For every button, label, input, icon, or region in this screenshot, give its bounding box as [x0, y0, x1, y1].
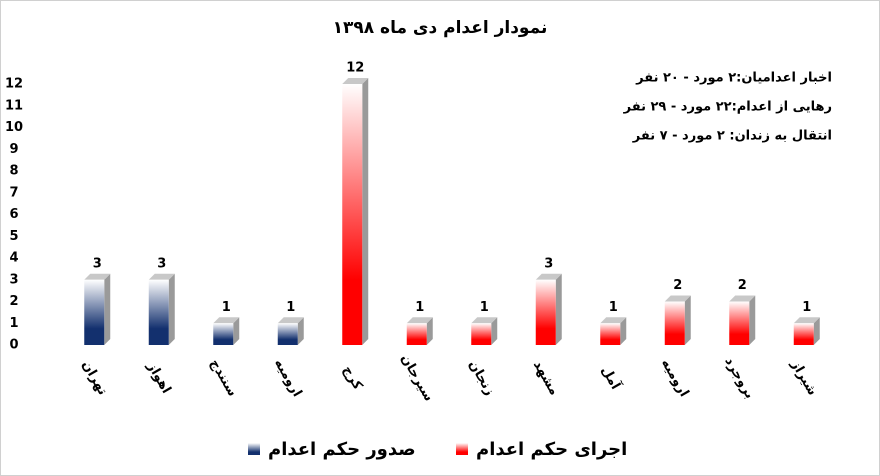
annotation: رهایی از اعدام:۲۲ مورد - ۲۹ نفر — [623, 100, 832, 115]
bar — [406, 323, 427, 345]
bar-side — [555, 273, 562, 345]
bar-top — [600, 317, 627, 324]
bar — [664, 301, 685, 345]
bar-side — [104, 273, 111, 345]
y-tick-label: 8 — [9, 164, 18, 179]
annotation: اخبار اعدامیان:۲ مورد - ۲۰ نفر — [635, 71, 832, 86]
bar-side — [233, 317, 240, 345]
y-tick-label: 4 — [9, 251, 18, 266]
y-tick-label: 2 — [9, 294, 18, 309]
bar-side — [491, 317, 498, 345]
bar-top — [535, 273, 562, 280]
bar — [84, 279, 105, 345]
bar-top — [793, 317, 820, 324]
y-tick-label: 5 — [9, 229, 18, 244]
y-tick-label: 3 — [9, 272, 18, 287]
bar — [277, 323, 298, 345]
data-label: 3 — [544, 256, 553, 271]
bar — [342, 84, 363, 345]
bar — [148, 279, 169, 345]
y-tick-label: 1 — [9, 316, 18, 331]
bar-side — [426, 317, 433, 345]
bar-side — [620, 317, 627, 345]
bar-top — [148, 273, 175, 280]
y-tick-label: 12 — [5, 77, 23, 92]
annotation: انتقال به زندان: ۲ مورد - ۷ نفر — [632, 129, 832, 144]
chart-title: نمودار اعدام دی ماه ۱۳۹۸ — [333, 18, 548, 38]
data-label: 1 — [415, 300, 424, 315]
y-tick-label: 7 — [9, 185, 18, 200]
y-tick-label: 0 — [9, 338, 18, 353]
legend-swatch — [248, 443, 260, 455]
bar-top — [84, 273, 111, 280]
data-label: 3 — [157, 256, 166, 271]
bar-side — [168, 273, 175, 345]
bar — [793, 323, 814, 345]
data-label: 2 — [673, 278, 682, 293]
data-label: 1 — [286, 300, 295, 315]
bar-side — [749, 295, 756, 345]
legend-swatch — [456, 443, 468, 455]
bar — [535, 279, 556, 345]
bar-top — [277, 317, 304, 324]
y-tick-label: 10 — [5, 120, 23, 135]
data-label: 1 — [222, 300, 231, 315]
data-label: 1 — [609, 300, 618, 315]
bar — [600, 323, 621, 345]
bar-side — [297, 317, 304, 345]
bar — [471, 323, 492, 345]
y-tick-label: 6 — [9, 207, 18, 222]
data-label: 12 — [346, 61, 364, 76]
bar-top — [342, 78, 369, 84]
legend-label: صدور حکم اعدام — [268, 439, 416, 460]
data-label: 3 — [93, 256, 102, 271]
bar-top — [729, 295, 756, 302]
y-tick-label: 11 — [5, 98, 23, 113]
bar — [729, 301, 750, 345]
bar-side — [362, 78, 369, 345]
y-tick-label: 9 — [9, 142, 18, 157]
bar — [213, 323, 234, 345]
bar-top — [471, 317, 498, 324]
bar-side — [813, 317, 820, 345]
bar-top — [213, 317, 240, 324]
bar-top — [406, 317, 433, 324]
data-label: 1 — [480, 300, 489, 315]
legend-label: اجرای حکم اعدام — [476, 439, 627, 460]
bar-top — [664, 295, 691, 302]
data-label: 2 — [738, 278, 747, 293]
data-label: 1 — [802, 300, 811, 315]
bar-side — [684, 295, 691, 345]
